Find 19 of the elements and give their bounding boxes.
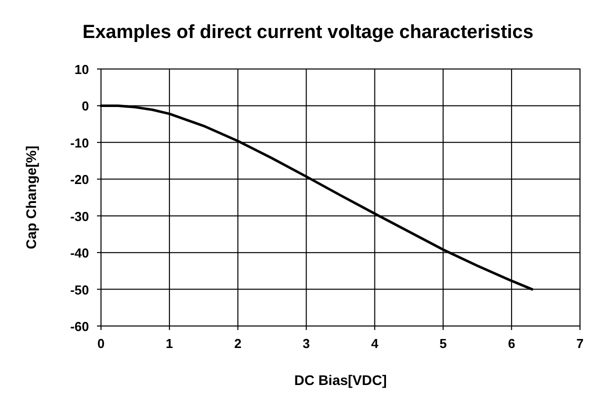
y-tick-label: -50: [70, 282, 89, 298]
x-axis-title: DC Bias[VDC]: [294, 372, 387, 388]
chart-title: Examples of direct current voltage characteristics: [82, 22, 534, 43]
x-tick-label: 0: [97, 336, 105, 351]
y-tick-label: -10: [70, 135, 89, 150]
y-tick-label: -40: [70, 246, 89, 261]
x-tick-label: 2: [234, 336, 242, 351]
y-tick-label: -30: [70, 208, 89, 224]
y-tick-label: -20: [70, 172, 89, 188]
y-tick-label: 10: [74, 62, 89, 77]
y-tick-label: -60: [70, 319, 89, 334]
x-tick-label: 3: [302, 336, 310, 351]
x-tick-label: 6: [508, 336, 516, 351]
x-tick-label: 4: [371, 336, 380, 351]
y-tick-label: 0: [82, 98, 89, 114]
y-axis-title: Cap Change[%]: [23, 146, 39, 250]
x-tick-label: 5: [440, 336, 447, 351]
x-tick-label: 1: [166, 336, 174, 351]
x-tick-label: 7: [576, 336, 584, 351]
